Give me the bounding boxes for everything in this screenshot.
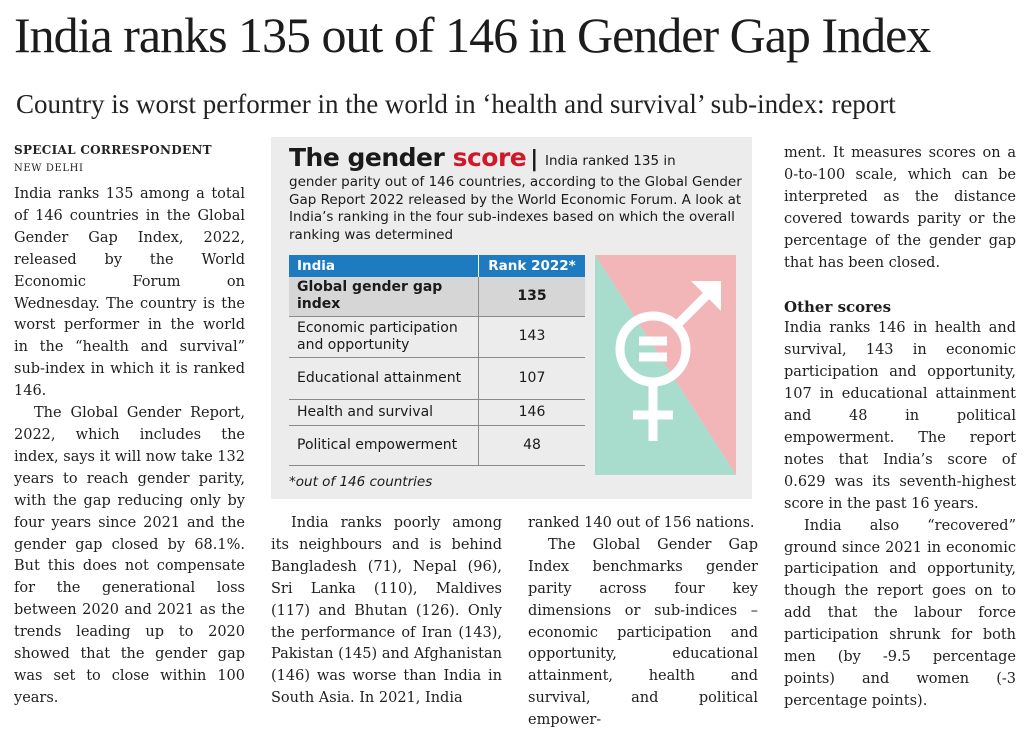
paragraph: India also “recovered” ground since 2021… <box>784 517 1016 709</box>
subheadline: Country is worst performer in the world … <box>16 89 896 119</box>
gender-score-infobox: The gender score | India ranked 135 in ge… <box>271 137 752 499</box>
byline: SPECIAL CORRESPONDENT <box>14 143 212 157</box>
article-column-1: India ranks 135 among a total of 146 cou… <box>14 184 245 710</box>
table-row: Educational attainment 107 <box>289 357 585 400</box>
arrow-head <box>691 281 721 311</box>
header-country: India <box>289 255 479 277</box>
infobox-footnote: *out of 146 countries <box>289 474 433 490</box>
mint-background <box>595 255 736 475</box>
paragraph: India ranks 146 in health and survival, … <box>784 320 1016 512</box>
header-rank: Rank 2022* <box>478 255 585 277</box>
paragraph: ranked 140 out of 156 nations. <box>528 515 755 531</box>
row-label: Health and survival <box>289 399 479 426</box>
infobox-intro: gender parity out of 146 countries, acco… <box>289 174 742 243</box>
row-rank: 48 <box>478 425 585 466</box>
row-rank: 143 <box>478 316 585 358</box>
rank-table-header: India Rank 2022* <box>289 255 585 277</box>
gender-equality-icon <box>595 255 736 475</box>
paragraph: The Global Gender Report, 2022, which in… <box>14 405 245 706</box>
article-column-3: ranked 140 out of 156 nations. The Globa… <box>528 513 758 732</box>
table-row: Political empowerment 48 <box>289 425 585 466</box>
paragraph: ment. It measures scores on a 0-to-100 s… <box>784 145 1016 271</box>
infobox-title: The gender score | <box>289 143 542 172</box>
row-label: Economic participation and opportunity <box>289 316 479 358</box>
table-row: Economic participation and opportunity 1… <box>289 316 585 358</box>
article-column-4: ment. It measures scores on a 0-to-100 s… <box>784 143 1016 713</box>
rank-table: India Rank 2022* Global gender gap index… <box>289 255 585 466</box>
infobox-title-accent: score <box>452 143 527 172</box>
spacer <box>784 274 1016 296</box>
arrow-shaft <box>673 287 715 329</box>
paragraph: India ranks 135 among a total of 146 cou… <box>14 186 245 400</box>
paragraph: The Global Gender Gap Index benchmarks g… <box>528 536 758 729</box>
paragraph: India ranks poorly among its neighbours … <box>271 515 502 707</box>
row-label: Global gender gap index <box>289 277 479 317</box>
row-rank: 146 <box>478 399 585 426</box>
row-rank: 107 <box>478 357 585 400</box>
infobox-title-separator: | <box>530 147 538 172</box>
dateline: NEW DELHI <box>14 163 84 174</box>
table-row: Health and survival 146 <box>289 399 585 426</box>
infobox-title-main: The gender <box>289 143 445 172</box>
headline: India ranks 135 out of 146 in Gender Gap… <box>14 7 931 63</box>
table-row: Global gender gap index 135 <box>289 277 585 317</box>
infobox-intro-line1: India ranked 135 in <box>545 153 676 169</box>
row-label: Educational attainment <box>289 357 479 400</box>
row-rank: 135 <box>478 277 585 317</box>
row-label: Political empowerment <box>289 425 479 466</box>
section-heading: Other scores <box>784 298 892 317</box>
article-column-2: India ranks poorly among its neighbours … <box>271 513 502 710</box>
